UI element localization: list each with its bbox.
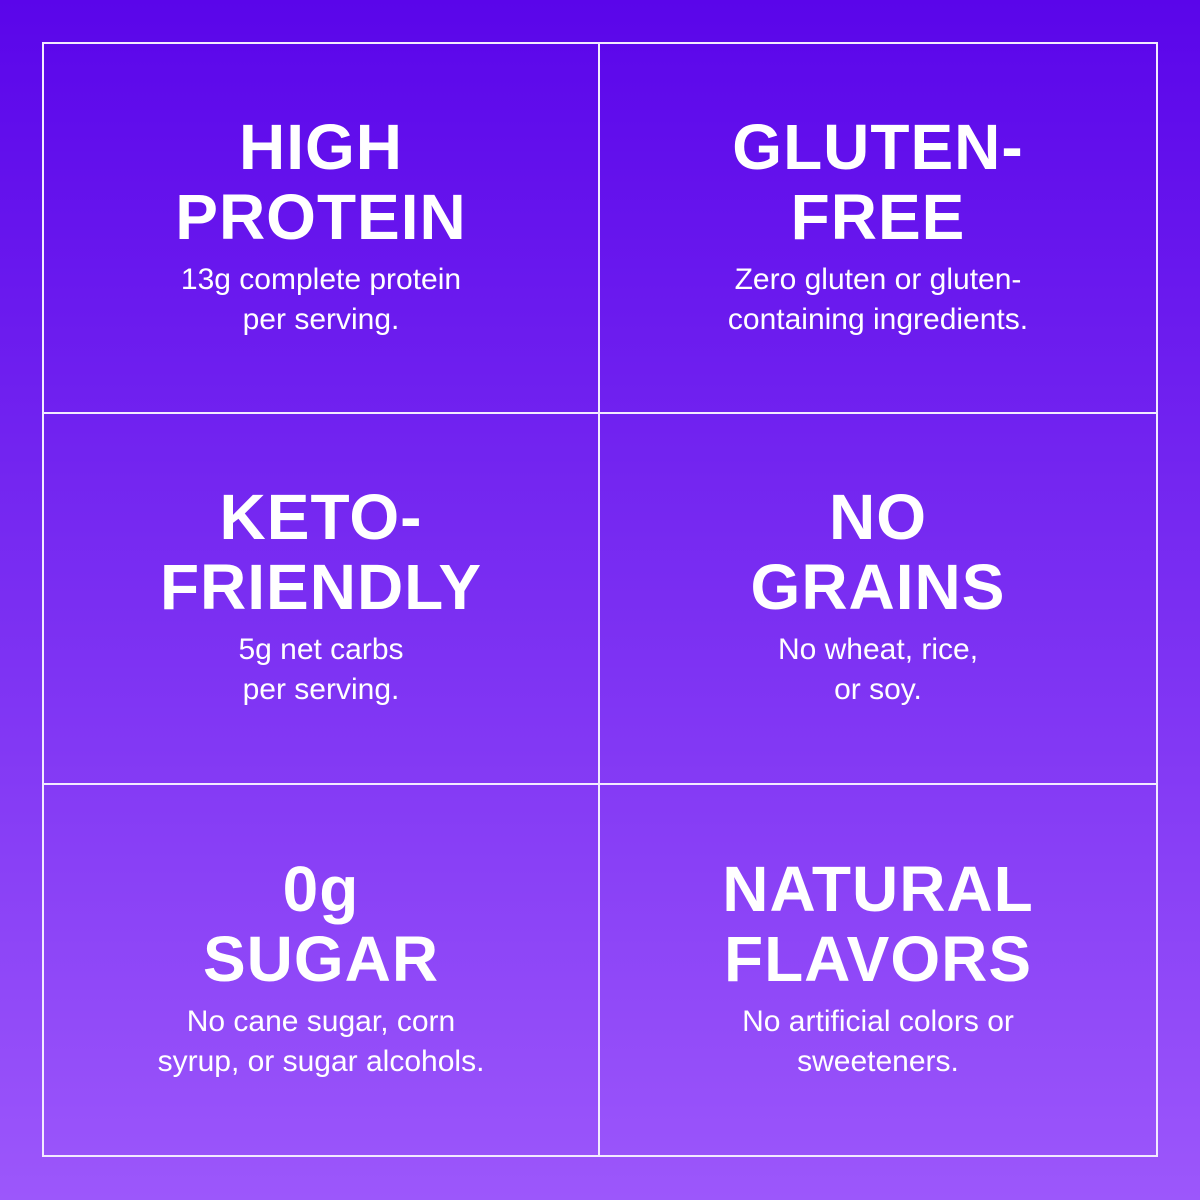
feature-description: No artificial colors or sweeteners. bbox=[742, 1004, 1014, 1078]
feature-no-grains: NO GRAINS No wheat, rice, or soy. bbox=[600, 414, 1156, 785]
feature-gluten-free: GLUTEN- FREE Zero gluten or gluten- cont… bbox=[600, 44, 1156, 415]
feature-title: KETO- FRIENDLY bbox=[159, 481, 483, 624]
feature-title: 0g SUGAR bbox=[202, 852, 440, 995]
feature-description: No cane sugar, corn syrup, or sugar alco… bbox=[157, 1004, 485, 1078]
feature-grid: HIGH PROTEIN 13g complete protein per se… bbox=[42, 42, 1158, 1157]
feature-keto-friendly: KETO- FRIENDLY 5g net carbs per serving. bbox=[44, 414, 600, 785]
feature-high-protein: HIGH PROTEIN 13g complete protein per se… bbox=[44, 44, 600, 415]
feature-zero-sugar: 0g SUGAR No cane sugar, corn syrup, or s… bbox=[44, 784, 600, 1155]
feature-description: No wheat, rice, or soy. bbox=[777, 633, 979, 707]
feature-description: 13g complete protein per serving. bbox=[180, 263, 462, 337]
feature-title: HIGH PROTEIN bbox=[175, 111, 467, 254]
feature-natural-flavors: NATURAL FLAVORS No artificial colors or … bbox=[600, 785, 1156, 1155]
feature-title: NATURAL FLAVORS bbox=[722, 852, 1034, 995]
feature-title: GLUTEN- FREE bbox=[732, 111, 1024, 254]
feature-description: 5g net carbs per serving. bbox=[238, 633, 404, 707]
feature-description: Zero gluten or gluten- containing ingred… bbox=[727, 263, 1029, 337]
feature-title: NO GRAINS bbox=[750, 481, 1006, 624]
